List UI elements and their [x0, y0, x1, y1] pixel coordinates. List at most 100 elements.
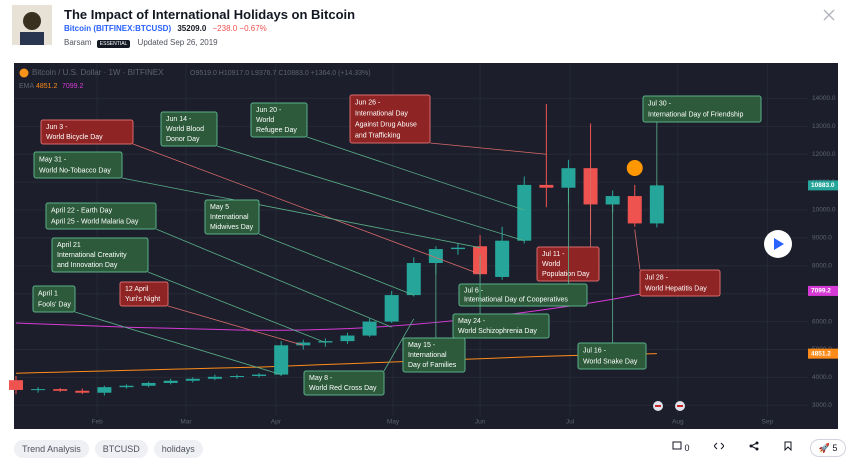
title: The Impact of International Holidays on … [64, 7, 356, 22]
annotation-text: Midwives Day [210, 224, 254, 231]
annotation-box [33, 151, 123, 179]
annotation-text: May 31 - [39, 156, 67, 163]
annotation-box [458, 283, 588, 307]
candle-body [97, 387, 112, 393]
annotation-text: International Creativity [57, 252, 127, 259]
annotation-connector [216, 145, 525, 242]
candle-body [207, 376, 222, 379]
boost-count: 5 [832, 443, 838, 453]
change: −238.0 −0.67% [212, 24, 267, 33]
annotation-text: World Hepatitis Day [645, 285, 707, 292]
y-tick-label: 8000.0 [812, 263, 832, 270]
candle-body [229, 375, 244, 377]
annotation-text: World [542, 261, 560, 268]
bookmark-icon[interactable] [783, 441, 793, 452]
chart-legend: Bitcoin / U.S. Dollar · 1W · BITFINEX [32, 68, 164, 77]
annotation-box [119, 281, 169, 307]
x-tick-label: Aug [672, 419, 684, 426]
annotation-text: April 22 - Earth Day [51, 207, 113, 214]
annotation-text: Jul 16 - [583, 347, 607, 354]
x-tick-label: May [387, 419, 400, 426]
author[interactable]: Barsam [64, 38, 92, 47]
price-tag-label: 7099.2 [811, 288, 831, 295]
annotation-text: International Day of Friendship [648, 111, 743, 118]
ema-line [15, 290, 657, 331]
avatar [12, 5, 52, 45]
annotation-box [536, 246, 600, 282]
annotation-connector [132, 143, 481, 275]
candle-body [649, 185, 664, 224]
candle-body [185, 378, 200, 381]
x-tick-label: Feb [91, 419, 103, 426]
annotation-text: Day of Families [408, 362, 457, 369]
candle-body [75, 390, 90, 393]
annotation-box [639, 269, 721, 297]
close-button[interactable] [822, 8, 836, 22]
price-tag-label: 4851.2 [811, 350, 831, 357]
actions: 0 🚀 5 [672, 439, 847, 457]
annotation-connector [121, 177, 481, 249]
annotation-text: Population Day [542, 271, 590, 278]
y-tick-label: 14000.0 [812, 95, 836, 102]
play-icon [774, 238, 784, 250]
candle-body [8, 380, 23, 390]
annotation-box [349, 94, 431, 144]
x-tick-label: Mar [180, 419, 192, 426]
candle-body [495, 240, 510, 277]
tag[interactable]: BTCUSD [94, 440, 148, 458]
y-tick-label: 6000.0 [812, 318, 832, 325]
annotation-text: World [256, 117, 274, 124]
annotation-text: April 21 [57, 242, 81, 249]
comment-icon[interactable] [672, 441, 682, 451]
embed-icon[interactable] [713, 441, 725, 451]
annotation-connector [306, 136, 525, 211]
price: 35209.0 [177, 24, 207, 33]
y-tick-label: 9000.0 [812, 235, 832, 242]
annotation-text: 12 April [125, 286, 149, 293]
candle-body [163, 380, 178, 383]
candle-body [517, 184, 532, 241]
annotation-box [303, 370, 385, 396]
candle-body [340, 335, 355, 342]
candle-body [450, 247, 465, 250]
price-tag [808, 180, 838, 191]
annotation-connector [634, 229, 641, 271]
annotation-text: World Bicycle Day [46, 134, 103, 141]
annotation-text: May 5 [210, 204, 229, 211]
annotation-text: May 8 - [309, 375, 333, 382]
candle-body [362, 321, 377, 336]
candle-body [406, 263, 421, 296]
x-tick-label: Sep [762, 419, 774, 426]
candle-body [384, 295, 399, 322]
tag[interactable]: Trend Analysis [14, 440, 89, 458]
annotation-box [51, 237, 149, 273]
ema-legend: 4851.2 [36, 83, 58, 90]
annotation-text: World Snake Day [583, 358, 638, 365]
annotation-connector [383, 318, 415, 372]
ema-legend: 7099.2 [62, 83, 84, 90]
updated: Updated Sep 26, 2019 [137, 38, 218, 47]
tag[interactable]: holidays [153, 440, 203, 458]
annotation-connector [147, 271, 326, 343]
candle-body [31, 389, 46, 391]
annotation-text: Jun 14 - [166, 116, 192, 123]
indicator-name: EMA [19, 83, 35, 90]
annotation-box [40, 119, 134, 145]
symbol[interactable]: Bitcoin (BITFINEX:BTCUSD) [64, 24, 172, 33]
annotation-box [402, 337, 466, 373]
annotation-text: International Day of Cooperatives [464, 296, 568, 303]
y-tick-label: 13000.0 [812, 123, 836, 130]
price-tag [808, 348, 838, 359]
candle-body [627, 196, 642, 224]
annotation-text: Donor Day [166, 136, 200, 143]
share-icon[interactable] [749, 441, 759, 451]
symbol-row: Bitcoin (BITFINEX:BTCUSD) 35209.0 −238.0… [64, 24, 267, 33]
annotation-text: Yuri's Night [125, 296, 160, 303]
y-tick-label: 4000.0 [812, 374, 832, 381]
boost-button[interactable]: 🚀 5 [809, 439, 847, 457]
annotation-text: April 25 - World Malaria Day [51, 218, 139, 225]
annotation-box [204, 199, 260, 235]
candle-body [252, 374, 267, 376]
